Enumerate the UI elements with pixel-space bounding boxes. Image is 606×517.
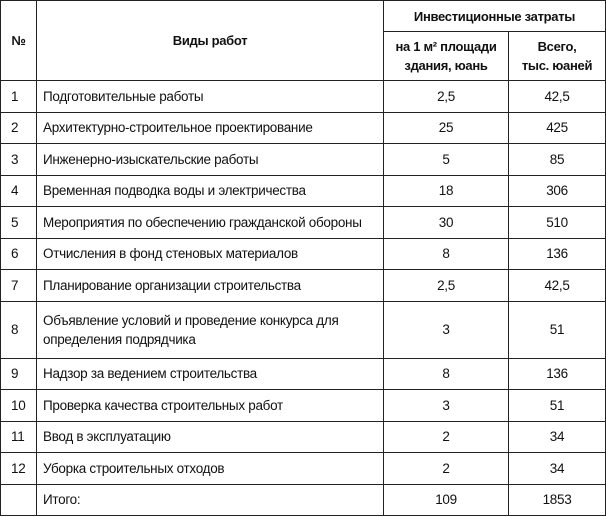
- cell-num: 3: [0, 143, 37, 176]
- cell-num: 1: [0, 80, 37, 113]
- header-per-m2-line2: здания, юань: [404, 58, 488, 73]
- cell-total: 34: [507, 420, 606, 453]
- header-per-m2-line1: на 1 м² площади: [395, 39, 497, 54]
- cell-total: 136: [507, 237, 606, 270]
- cell-num: 5: [0, 206, 37, 239]
- cell-num: 7: [0, 269, 37, 302]
- header-total-line1: Всего,: [537, 39, 577, 54]
- cell-total: 425: [507, 111, 606, 144]
- table-row: 7 Планирование организации строительства 2…: [0, 269, 606, 302]
- cell-num: [0, 483, 37, 516]
- cell-per-m2: 2,5: [383, 269, 509, 302]
- table-row: 2 Архитектурно-строительное проектировани…: [0, 111, 606, 144]
- cell-per-m2: 109: [383, 483, 509, 516]
- table-row: 3 Инженерно-изыскательские работы 5 85: [0, 143, 606, 176]
- header-work: Виды работ: [36, 0, 384, 81]
- table-row: 4 Временная подводка воды и электричества…: [0, 174, 606, 207]
- total-row: Итого: 109 1853: [0, 483, 606, 516]
- cell-num: 9: [0, 357, 37, 390]
- cell-work: Ввод в эксплуатацию: [36, 420, 384, 453]
- cell-num: 8: [0, 300, 37, 359]
- cell-per-m2: 8: [383, 237, 509, 270]
- cell-work: Мероприятия по обеспечению гражданской о…: [36, 206, 384, 239]
- cell-total: 136: [507, 357, 606, 390]
- cell-per-m2: 3: [383, 300, 509, 359]
- cell-total: 510: [507, 206, 606, 239]
- cell-work: Итого:: [36, 483, 384, 516]
- header-group: Инвестиционные затраты: [382, 0, 606, 32]
- cell-total: 42,5: [507, 269, 606, 302]
- table-row: 8 Объявление условий и проведение конкурс…: [0, 300, 606, 359]
- cell-total: 306: [507, 174, 606, 207]
- header-total-line2: тыс. юаней: [521, 58, 593, 73]
- cell-per-m2: 3: [383, 389, 509, 422]
- header-row: № Виды работ Инвестиционные затраты: [0, 0, 606, 81]
- cell-work: Планирование организации строительства: [36, 269, 384, 302]
- cell-work: Инженерно-изыскательские работы: [36, 143, 384, 176]
- cell-per-m2: 2: [383, 452, 509, 485]
- cell-per-m2: 8: [383, 357, 509, 390]
- table-row: 5 Мероприятия по обеспечению гражданской …: [0, 206, 606, 239]
- cell-num: 11: [0, 420, 37, 453]
- header-per-m2: на 1 м² площади здания, юань: [383, 31, 509, 81]
- cell-total: 51: [507, 389, 606, 422]
- cell-total: 51: [507, 300, 606, 359]
- cell-work: Подготовительные работы: [36, 80, 384, 113]
- cell-num: 2: [0, 111, 37, 144]
- cell-num: 10: [0, 389, 37, 422]
- table-row: 10 Проверка качества строительных работ 3 5…: [0, 389, 606, 422]
- cell-per-m2: 18: [383, 174, 509, 207]
- cell-work: Уборка строительных отходов: [36, 452, 384, 485]
- table-row: 11 Ввод в эксплуатацию 2 34: [0, 420, 606, 453]
- cell-work: Проверка качества строительных работ: [36, 389, 384, 422]
- cell-work: Архитектурно-строительное проектирование: [36, 111, 384, 144]
- cell-work: Надзор за ведением строительства: [36, 357, 384, 390]
- cell-total: 42,5: [507, 80, 606, 113]
- header-subrow: на 1 м² площади здания, юань Всего, тыс. ю…: [1, 31, 606, 81]
- table-row: 12 Уборка строительных отходов 2 34: [0, 452, 606, 485]
- cell-work: Временная подводка воды и электричества: [36, 174, 384, 207]
- cell-total: 1853: [507, 483, 606, 516]
- cell-per-m2: 30: [383, 206, 509, 239]
- cell-num: 12: [0, 452, 37, 485]
- cell-per-m2: 5: [383, 143, 509, 176]
- cell-total: 34: [507, 452, 606, 485]
- cell-per-m2: 2: [383, 420, 509, 453]
- cell-num: 4: [0, 174, 37, 207]
- cell-work: Объявление условий и проведение конкурса…: [36, 300, 384, 359]
- cell-per-m2: 25: [383, 111, 509, 144]
- header-total: Всего, тыс. юаней: [507, 31, 606, 81]
- cell-per-m2: 2,5: [383, 80, 509, 113]
- cell-total: 85: [507, 143, 606, 176]
- header-num: №: [0, 0, 37, 81]
- table-row: 1 Подготовительные работы 2,5 42,5: [0, 80, 606, 113]
- table-row: 6 Отчисления в фонд стеновых материалов 8 1…: [0, 237, 606, 270]
- cell-num: 6: [0, 237, 37, 270]
- table-row: 9 Надзор за ведением строительства 8 136: [0, 357, 606, 390]
- cell-work: Отчисления в фонд стеновых материалов: [36, 237, 384, 270]
